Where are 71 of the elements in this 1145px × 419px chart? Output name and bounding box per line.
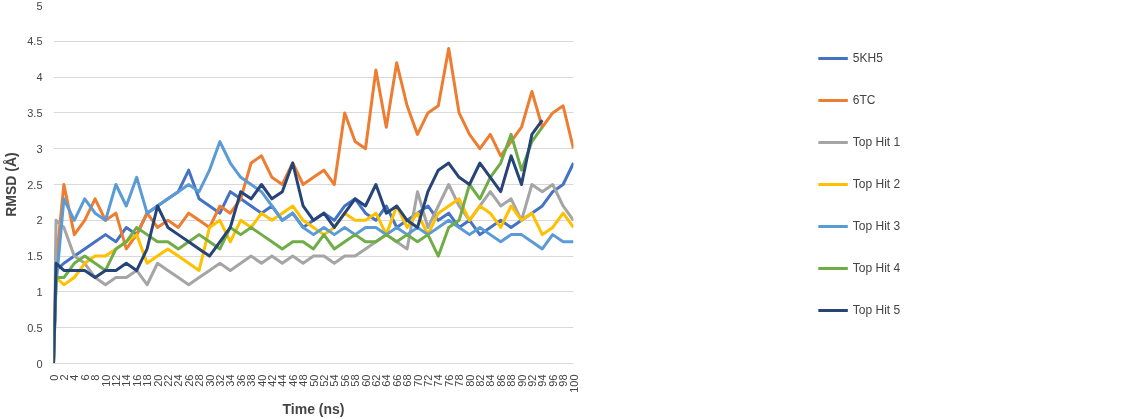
legend-label: Top Hit 3 [852, 219, 901, 233]
x-tick-label: 54 [328, 374, 341, 387]
x-tick-label: 48 [297, 374, 310, 387]
x-tick-label: 44 [276, 374, 289, 387]
x-tick-label: 96 [546, 374, 559, 387]
x-tick-label: 42 [265, 374, 278, 387]
x-tick-label: 18 [141, 374, 154, 387]
x-tick-label: 30 [203, 374, 216, 387]
y-tick-label: 2 [36, 214, 43, 227]
x-tick-label: 26 [182, 374, 195, 387]
x-tick-label: 78 [453, 374, 466, 387]
x-tick-label: 66 [390, 374, 403, 387]
x-tick-label: 76 [442, 374, 455, 387]
x-tick-label: 72 [421, 374, 434, 387]
x-tick-label: 50 [307, 374, 320, 387]
x-tick-label: 32 [213, 374, 226, 387]
y-tick-label: 4.5 [27, 35, 43, 48]
y-tick-label: 1.5 [27, 250, 43, 263]
x-axis-title: Time (ns) [282, 400, 345, 417]
x-tick-label: 36 [234, 374, 247, 387]
legend-label: Top Hit 4 [852, 261, 901, 275]
legend-label: 6TC [852, 93, 876, 107]
x-tick-label: 64 [380, 374, 393, 387]
x-tick-label: 92 [525, 374, 538, 387]
y-tick-label: 5 [36, 0, 43, 12]
x-tick-label: 24 [172, 374, 185, 387]
x-tick-label: 8 [89, 374, 102, 381]
y-axis-title: RMSD (Å) [3, 152, 20, 217]
x-tick-label: 82 [473, 374, 486, 387]
x-tick-label: 14 [120, 374, 133, 387]
x-tick-label: 60 [359, 374, 372, 387]
x-tick-label: 34 [224, 374, 237, 387]
legend-label: Top Hit 5 [852, 303, 901, 317]
x-tick-label: 2 [57, 374, 70, 381]
y-tick-label: 2.5 [27, 178, 43, 191]
x-tick-label: 0 [47, 374, 60, 381]
legend-label: 5KH5 [852, 51, 883, 65]
x-tick-label: 58 [349, 374, 362, 387]
y-tick-label: 3 [36, 142, 43, 155]
legend-label: Top Hit 1 [852, 135, 901, 149]
x-tick-label: 16 [130, 374, 143, 387]
x-tick-label: 70 [411, 374, 424, 387]
x-tick-label: 68 [401, 374, 414, 387]
x-tick-label: 4 [68, 374, 81, 381]
x-tick-label: 62 [369, 374, 382, 387]
x-tick-label: 74 [432, 374, 445, 387]
x-tick-label: 38 [245, 374, 258, 387]
legend-label: Top Hit 2 [852, 177, 901, 191]
x-tick-label: 20 [151, 374, 164, 387]
x-tick-label: 22 [161, 374, 174, 387]
x-tick-label: 40 [255, 374, 268, 387]
x-tick-label: 52 [317, 374, 330, 387]
x-tick-label: 56 [338, 374, 351, 387]
x-tick-label: 100 [567, 374, 580, 393]
x-tick-label: 28 [193, 374, 206, 387]
x-tick-label: 6 [78, 374, 91, 381]
x-tick-label: 86 [494, 374, 507, 387]
x-tick-label: 80 [463, 374, 476, 387]
y-tick-label: 0 [36, 357, 43, 370]
x-tick-label: 12 [109, 374, 122, 387]
x-tick-label: 10 [99, 374, 112, 387]
x-tick-label: 98 [557, 374, 570, 387]
y-tick-label: 4 [36, 71, 43, 84]
x-tick-label: 84 [484, 374, 497, 387]
y-tick-label: 3.5 [27, 106, 43, 119]
x-tick-label: 46 [286, 374, 299, 387]
y-tick-label: 0.5 [27, 321, 43, 334]
x-tick-label: 94 [536, 374, 549, 387]
x-tick-label: 90 [515, 374, 528, 387]
y-tick-label: 1 [36, 285, 43, 298]
x-tick-label: 88 [505, 374, 518, 387]
